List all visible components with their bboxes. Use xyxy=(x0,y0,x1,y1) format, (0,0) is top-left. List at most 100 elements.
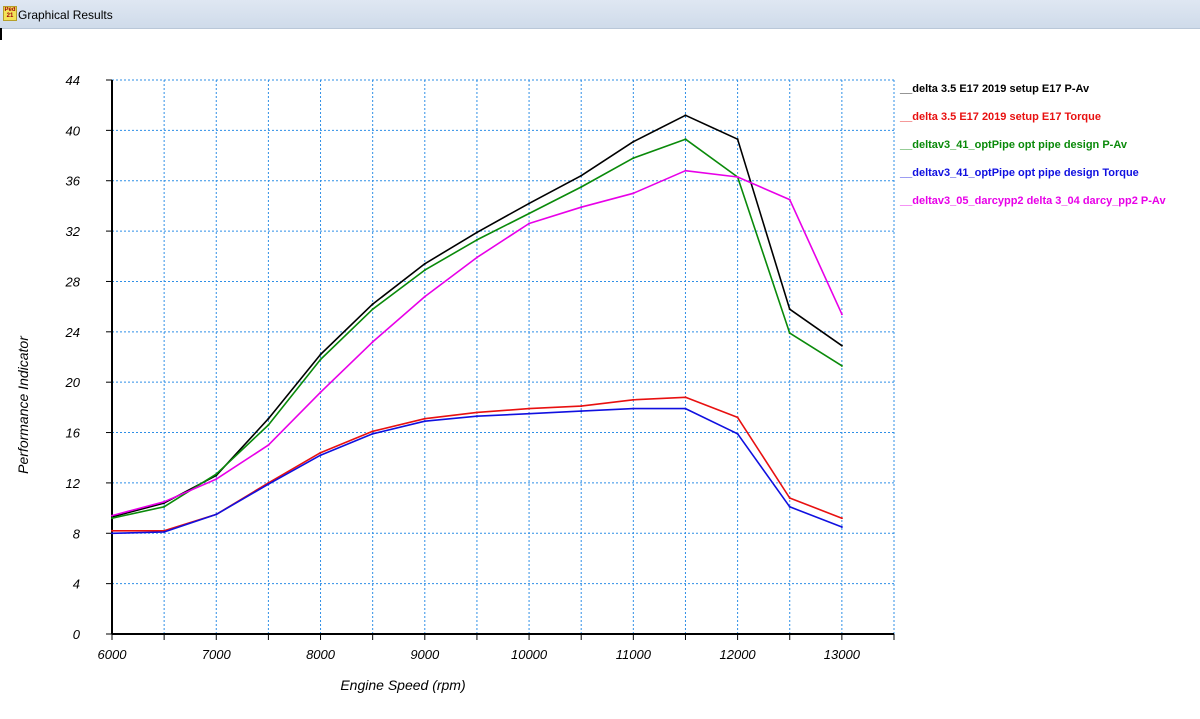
data-point xyxy=(684,396,687,399)
data-point xyxy=(788,308,791,311)
data-point xyxy=(580,410,583,413)
data-point xyxy=(528,202,531,205)
y-tick-label: 4 xyxy=(73,577,80,592)
data-point xyxy=(475,415,478,418)
series-5 xyxy=(111,169,843,517)
data-point xyxy=(788,332,791,335)
y-tick-label: 12 xyxy=(66,476,81,491)
text-cursor-mark xyxy=(0,28,2,40)
grid-lines xyxy=(112,79,895,634)
y-axis-label: Performance Indicator xyxy=(15,335,31,474)
data-point xyxy=(371,303,374,306)
data-point xyxy=(111,532,113,535)
data-point xyxy=(528,222,531,225)
y-tick-label: 40 xyxy=(66,123,81,138)
data-point xyxy=(215,478,218,481)
legend-entry: __deltav3_41_optPipe opt pipe design P-A… xyxy=(899,139,1128,151)
data-point xyxy=(528,212,531,215)
y-tick-label: 0 xyxy=(73,627,81,642)
data-point xyxy=(632,140,635,143)
data-point xyxy=(371,308,374,311)
data-point xyxy=(580,405,583,408)
data-point xyxy=(319,358,322,361)
data-point xyxy=(163,531,166,534)
data-point xyxy=(840,344,843,347)
data-point xyxy=(423,262,426,265)
window-titlebar: Ped 21 Graphical Results xyxy=(0,0,1200,29)
x-tick-label: 6000 xyxy=(98,647,128,662)
series-line xyxy=(111,169,843,517)
data-point xyxy=(371,432,374,435)
data-point xyxy=(580,174,583,177)
data-point xyxy=(840,364,843,367)
y-tick-labels: 0 4 8 12 16 20 24 28 32 36 40 44 xyxy=(65,73,112,642)
x-tick-label: 9000 xyxy=(410,647,440,662)
data-point xyxy=(684,169,687,172)
data-point xyxy=(580,186,583,189)
data-point xyxy=(111,514,113,517)
y-tick-label: 44 xyxy=(66,73,80,88)
data-point xyxy=(215,513,218,516)
data-point xyxy=(423,417,426,420)
data-point xyxy=(423,420,426,423)
y-tick-label: 36 xyxy=(66,174,81,189)
data-point xyxy=(736,432,739,435)
data-point xyxy=(267,417,270,420)
legend-entry: __delta 3.5 E17 2019 setup E17 Torque xyxy=(899,111,1101,123)
data-point xyxy=(684,114,687,117)
y-tick-label: 16 xyxy=(66,426,81,441)
data-point xyxy=(736,138,739,141)
data-point xyxy=(840,313,843,316)
data-point xyxy=(319,454,322,457)
data-point xyxy=(632,398,635,401)
data-point xyxy=(371,340,374,343)
x-tick-label: 8000 xyxy=(306,647,336,662)
data-point xyxy=(736,416,739,419)
window-title: Graphical Results xyxy=(18,8,113,22)
data-point xyxy=(163,505,166,508)
series-3 xyxy=(111,138,843,520)
series-1 xyxy=(111,114,843,518)
app-logo-icon: Ped 21 xyxy=(3,6,17,21)
data-point xyxy=(371,430,374,433)
y-tick-label: 32 xyxy=(66,224,81,239)
y-tick-label: 8 xyxy=(73,526,81,541)
data-point xyxy=(632,157,635,160)
legend-entry: __deltav3_41_optPipe opt pipe design Tor… xyxy=(899,167,1139,179)
data-point xyxy=(475,256,478,259)
data-point xyxy=(319,353,322,356)
data-point xyxy=(475,238,478,241)
x-tick-label: 11000 xyxy=(616,647,652,662)
x-tick-label: 10000 xyxy=(511,647,548,662)
data-point xyxy=(319,391,322,394)
data-point xyxy=(163,500,166,503)
x-tick-label: 13000 xyxy=(824,647,861,662)
legend-entry: __deltav3_05_darcypp2 delta 3_04 darcy_p… xyxy=(899,195,1166,207)
data-point xyxy=(684,407,687,410)
data-point xyxy=(632,407,635,410)
data-point xyxy=(684,138,687,141)
series-4 xyxy=(111,407,843,535)
data-point xyxy=(111,529,113,532)
legend-entry: __delta 3.5 E17 2019 setup E17 P-Av xyxy=(899,83,1090,95)
data-point xyxy=(788,497,791,500)
y-tick-label: 28 xyxy=(65,274,81,289)
data-point xyxy=(528,407,531,410)
data-point xyxy=(267,423,270,426)
data-point xyxy=(475,231,478,234)
data-point xyxy=(319,451,322,454)
x-tick-labels: 6000 7000 8000 9000 10000 11000 12000 13000 xyxy=(98,634,895,662)
data-point xyxy=(736,175,739,178)
data-point xyxy=(423,295,426,298)
data-point xyxy=(267,483,270,486)
data-point xyxy=(632,192,635,195)
data-point xyxy=(840,517,843,520)
data-point xyxy=(788,505,791,508)
legend: __delta 3.5 E17 2019 setup E17 P-Av __del… xyxy=(899,83,1166,207)
data-point xyxy=(475,411,478,414)
x-axis-label: Engine Speed (rpm) xyxy=(340,677,465,693)
data-point xyxy=(580,206,583,209)
y-tick-label: 24 xyxy=(65,325,80,340)
data-point xyxy=(423,269,426,272)
